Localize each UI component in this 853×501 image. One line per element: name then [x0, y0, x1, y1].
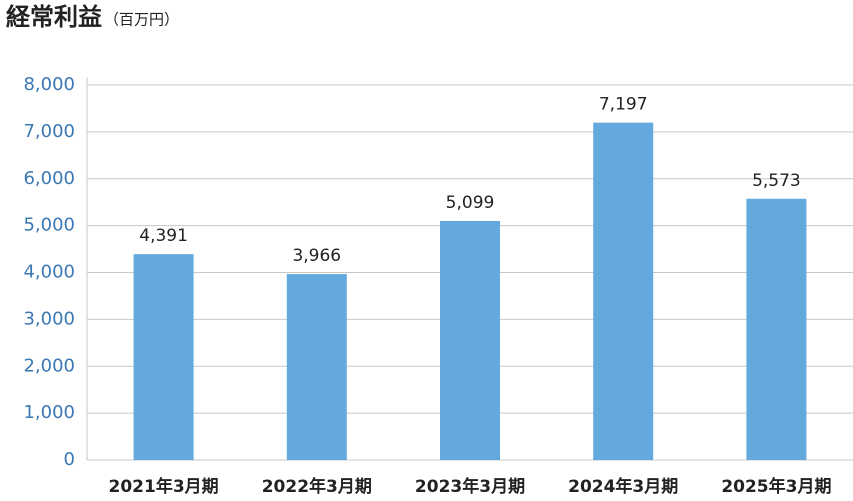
value-label: 7,197 [599, 95, 648, 115]
y-tick-label: 2,000 [23, 355, 75, 376]
y-tick-label: 0 [64, 449, 75, 470]
value-label: 4,391 [139, 226, 188, 246]
bar [440, 220, 500, 460]
y-tick-label: 5,000 [23, 215, 75, 236]
x-tick-label: 2023年3月期 [415, 476, 525, 497]
y-tick-label: 3,000 [23, 308, 75, 329]
bar [133, 254, 194, 460]
bar [746, 198, 807, 460]
y-tick-label: 8,000 [23, 74, 75, 95]
x-tick-label: 2024年3月期 [568, 476, 678, 497]
x-tick-label: 2025年3月期 [721, 476, 831, 497]
bar [593, 122, 654, 460]
chart-subtitle: （百万円） [104, 11, 179, 29]
y-tick-label: 6,000 [23, 168, 75, 189]
value-label: 3,966 [292, 246, 341, 266]
value-label: 5,099 [446, 193, 495, 213]
y-tick-label: 7,000 [23, 121, 75, 142]
value-label: 5,573 [752, 171, 801, 191]
x-tick-label: 2021年3月期 [109, 476, 219, 497]
chart-title: 経常利益 [6, 3, 102, 31]
bar [286, 274, 347, 460]
x-tick-label: 2022年3月期 [262, 476, 372, 497]
y-tick-label: 4,000 [23, 262, 75, 283]
y-tick-label: 1,000 [23, 402, 75, 423]
